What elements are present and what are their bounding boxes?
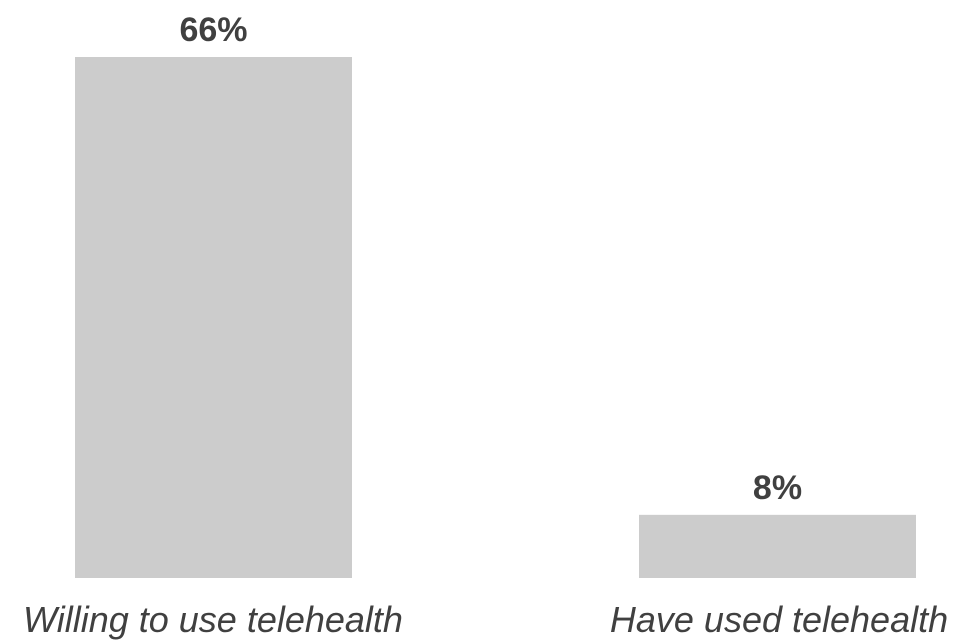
category-labels-group: Willing to use telehealth Have used teleh… <box>23 599 948 640</box>
data-label-2: 8% <box>753 469 802 507</box>
category-label-1: Willing to use telehealth <box>23 599 403 640</box>
bar-1 <box>75 57 352 578</box>
value-labels-group: 66% 8% <box>179 11 802 507</box>
category-label-2: Have used telehealth <box>610 599 948 640</box>
data-label-1: 66% <box>179 11 247 49</box>
bar-2 <box>639 514 916 578</box>
bars-group <box>75 57 916 578</box>
